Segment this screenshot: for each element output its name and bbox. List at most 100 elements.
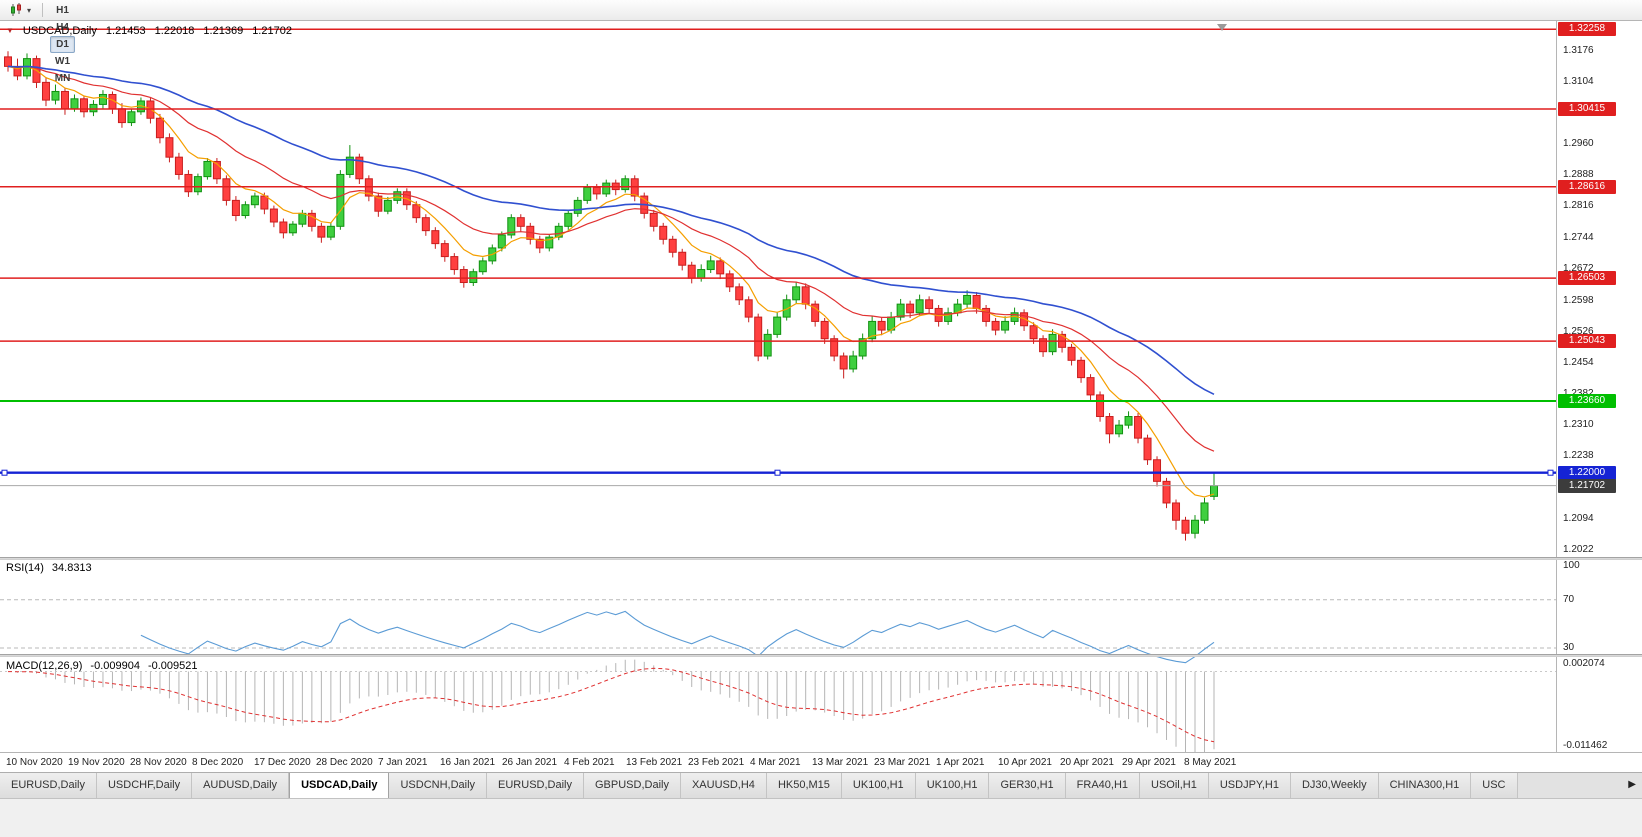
level-price-label: 1.28616	[1558, 179, 1616, 194]
date-label: 1 Apr 2021	[936, 757, 985, 768]
toolbar-separator	[42, 3, 44, 17]
rsi-value: 34.8313	[51, 562, 92, 574]
macd-axis-max: 0.002074	[1563, 658, 1605, 669]
chart-tab[interactable]: USDCNH,Daily	[389, 773, 488, 799]
selection-handle[interactable]	[774, 469, 781, 476]
timeframe-button-h1[interactable]: H1	[56, 4, 69, 16]
date-label: 4 Feb 2021	[564, 757, 615, 768]
price-tick: 1.3176	[1563, 44, 1594, 56]
date-label: 28 Dec 2020	[316, 757, 373, 768]
chevron-down-icon: ▾	[27, 5, 32, 15]
price-tick: 1.2454	[1563, 356, 1594, 368]
date-label: 29 Apr 2021	[1122, 757, 1176, 768]
date-label: 17 Dec 2020	[254, 757, 311, 768]
macd-histogram	[16, 659, 1215, 752]
chart-tab-bar: EURUSD,Daily USDCHF,Daily AUDUSD,Daily USDC…	[0, 772, 1642, 799]
candlestick-series	[4, 51, 1218, 541]
timeframe-button-mn[interactable]: MN	[54, 72, 71, 84]
timeframe-buttons: M1M5M15M30H1H4D1W1MN	[50, 0, 76, 87]
low-price: 1.21369	[203, 25, 244, 37]
price-tick: 1.2816	[1563, 200, 1594, 212]
price-tick: 1.2238	[1563, 450, 1594, 462]
level-price-label: 1.26503	[1558, 271, 1616, 286]
chart-shift-marker-icon[interactable]	[1217, 24, 1227, 31]
close-price: 1.21702	[252, 25, 292, 37]
price-tick: 1.2598	[1563, 294, 1594, 306]
chart-tab[interactable]: USDCHF,Daily	[96, 773, 193, 799]
open-price: 1.21453	[105, 25, 146, 37]
tab-strip: EURUSD,Daily USDCHF,Daily AUDUSD,Daily USDC…	[0, 773, 1616, 799]
symbol-info: ▼ USDCAD,Daily 1.21453 1.22018 1.21369 1…	[6, 25, 292, 37]
level-price-label: 1.22000	[1558, 465, 1616, 480]
chart-tab[interactable]: XAUUSD,H4	[680, 773, 767, 799]
chart-tab[interactable]: HK50,M15	[766, 773, 842, 799]
date-label: 8 Dec 2020	[192, 757, 244, 768]
chart-tab[interactable]: UK100,H1	[841, 773, 916, 799]
price-tick: 1.2022	[1563, 543, 1594, 555]
time-axis[interactable]: 10 Nov 2020 19 Nov 2020 28 Nov 2020 8 Dec 2…	[0, 752, 1642, 772]
date-label: 10 Apr 2021	[998, 757, 1052, 768]
selection-handle[interactable]	[1, 469, 8, 476]
rsi-tick: 100	[1563, 560, 1580, 571]
chart-tab[interactable]: GER30,H1	[989, 773, 1066, 799]
macd-signal-value: -0.009521	[147, 660, 198, 672]
chart-tab[interactable]: EURUSD,Daily	[487, 773, 584, 799]
chart-tab[interactable]: GBPUSD,Daily	[584, 773, 681, 799]
symbol-marker-icon: ▼	[6, 26, 14, 35]
date-label: 13 Mar 2021	[812, 757, 869, 768]
date-label: 23 Feb 2021	[688, 757, 745, 768]
date-label: 16 Jan 2021	[440, 757, 496, 768]
chart-type-icon[interactable]: ▾	[5, 1, 35, 19]
timeframe-toolbar: ▾ M1M5M15M30H1H4D1W1MN	[0, 0, 1642, 84]
macd-signal-line	[7, 667, 1215, 743]
macd-indicator-label: MACD(12,26,9) -0.009904 -0.009521	[6, 660, 198, 672]
rsi-line	[140, 610, 1215, 664]
chart-tab[interactable]: USOil,H1	[1140, 773, 1209, 799]
candlestick-chart-icon	[11, 3, 21, 16]
level-price-label: 1.30415	[1558, 101, 1616, 116]
price-tick: 1.2744	[1563, 231, 1594, 243]
price-tick: 1.2888	[1563, 169, 1594, 181]
date-label: 26 Jan 2021	[502, 757, 558, 768]
moving-average-line	[7, 65, 1215, 396]
symbol-name: USDCAD,Daily	[22, 25, 97, 37]
date-label: 28 Nov 2020	[130, 757, 187, 768]
chart-tab[interactable]: AUDUSD,Daily	[192, 773, 290, 799]
price-tick: 1.3104	[1563, 75, 1594, 87]
panel-splitter[interactable]	[0, 654, 1642, 657]
chart-tab[interactable]: FRA40,H1	[1065, 773, 1141, 799]
timeframe-button-d1[interactable]: D1	[50, 35, 76, 53]
macd-main-value: -0.009904	[90, 660, 140, 672]
price-tick: 1.2960	[1563, 138, 1594, 150]
rsi-indicator-label: RSI(14) 34.8313	[6, 562, 92, 574]
timeframe-button-h4[interactable]: H4	[56, 21, 69, 33]
current-price-label: 1.21702	[1558, 478, 1616, 493]
date-label: 4 Mar 2021	[750, 757, 801, 768]
rsi-tick: 30	[1563, 641, 1575, 653]
timeframe-button-w1[interactable]: W1	[55, 55, 71, 67]
date-label: 23 Mar 2021	[874, 757, 931, 768]
scroll-right-icon[interactable]: ▶	[1628, 779, 1636, 790]
chart-tab[interactable]: UK100,H1	[915, 773, 990, 799]
chart-tab[interactable]: DJ30,Weekly	[1290, 773, 1379, 799]
chart-tab[interactable]: USDCAD,Daily	[289, 773, 390, 799]
chart-tab[interactable]: USDJPY,H1	[1208, 773, 1291, 799]
price-tick: 1.2094	[1563, 512, 1594, 524]
date-label: 10 Nov 2020	[6, 757, 63, 768]
chart-tab[interactable]: EURUSD,Daily	[0, 773, 97, 799]
chart-tab[interactable]: CHINA300,H1	[1378, 773, 1472, 799]
moving-average-line	[7, 65, 1215, 498]
level-price-label: 1.25043	[1558, 334, 1616, 349]
date-label: 19 Nov 2020	[68, 757, 125, 768]
chart-tab[interactable]: USC	[1471, 773, 1518, 799]
panel-splitter[interactable]	[0, 557, 1642, 560]
level-price-label: 1.23660	[1558, 393, 1616, 408]
price-axis[interactable]: 1.3176 1.3104 1.2960 1.2888 1.2816 1.2744 1.26…	[1556, 0, 1642, 772]
rsi-tick: 70	[1563, 593, 1575, 605]
selection-handle[interactable]	[1547, 469, 1554, 476]
date-label: 8 May 2021	[1184, 757, 1237, 768]
price-tick: 1.2672	[1563, 262, 1594, 274]
high-price: 1.22018	[154, 25, 195, 37]
